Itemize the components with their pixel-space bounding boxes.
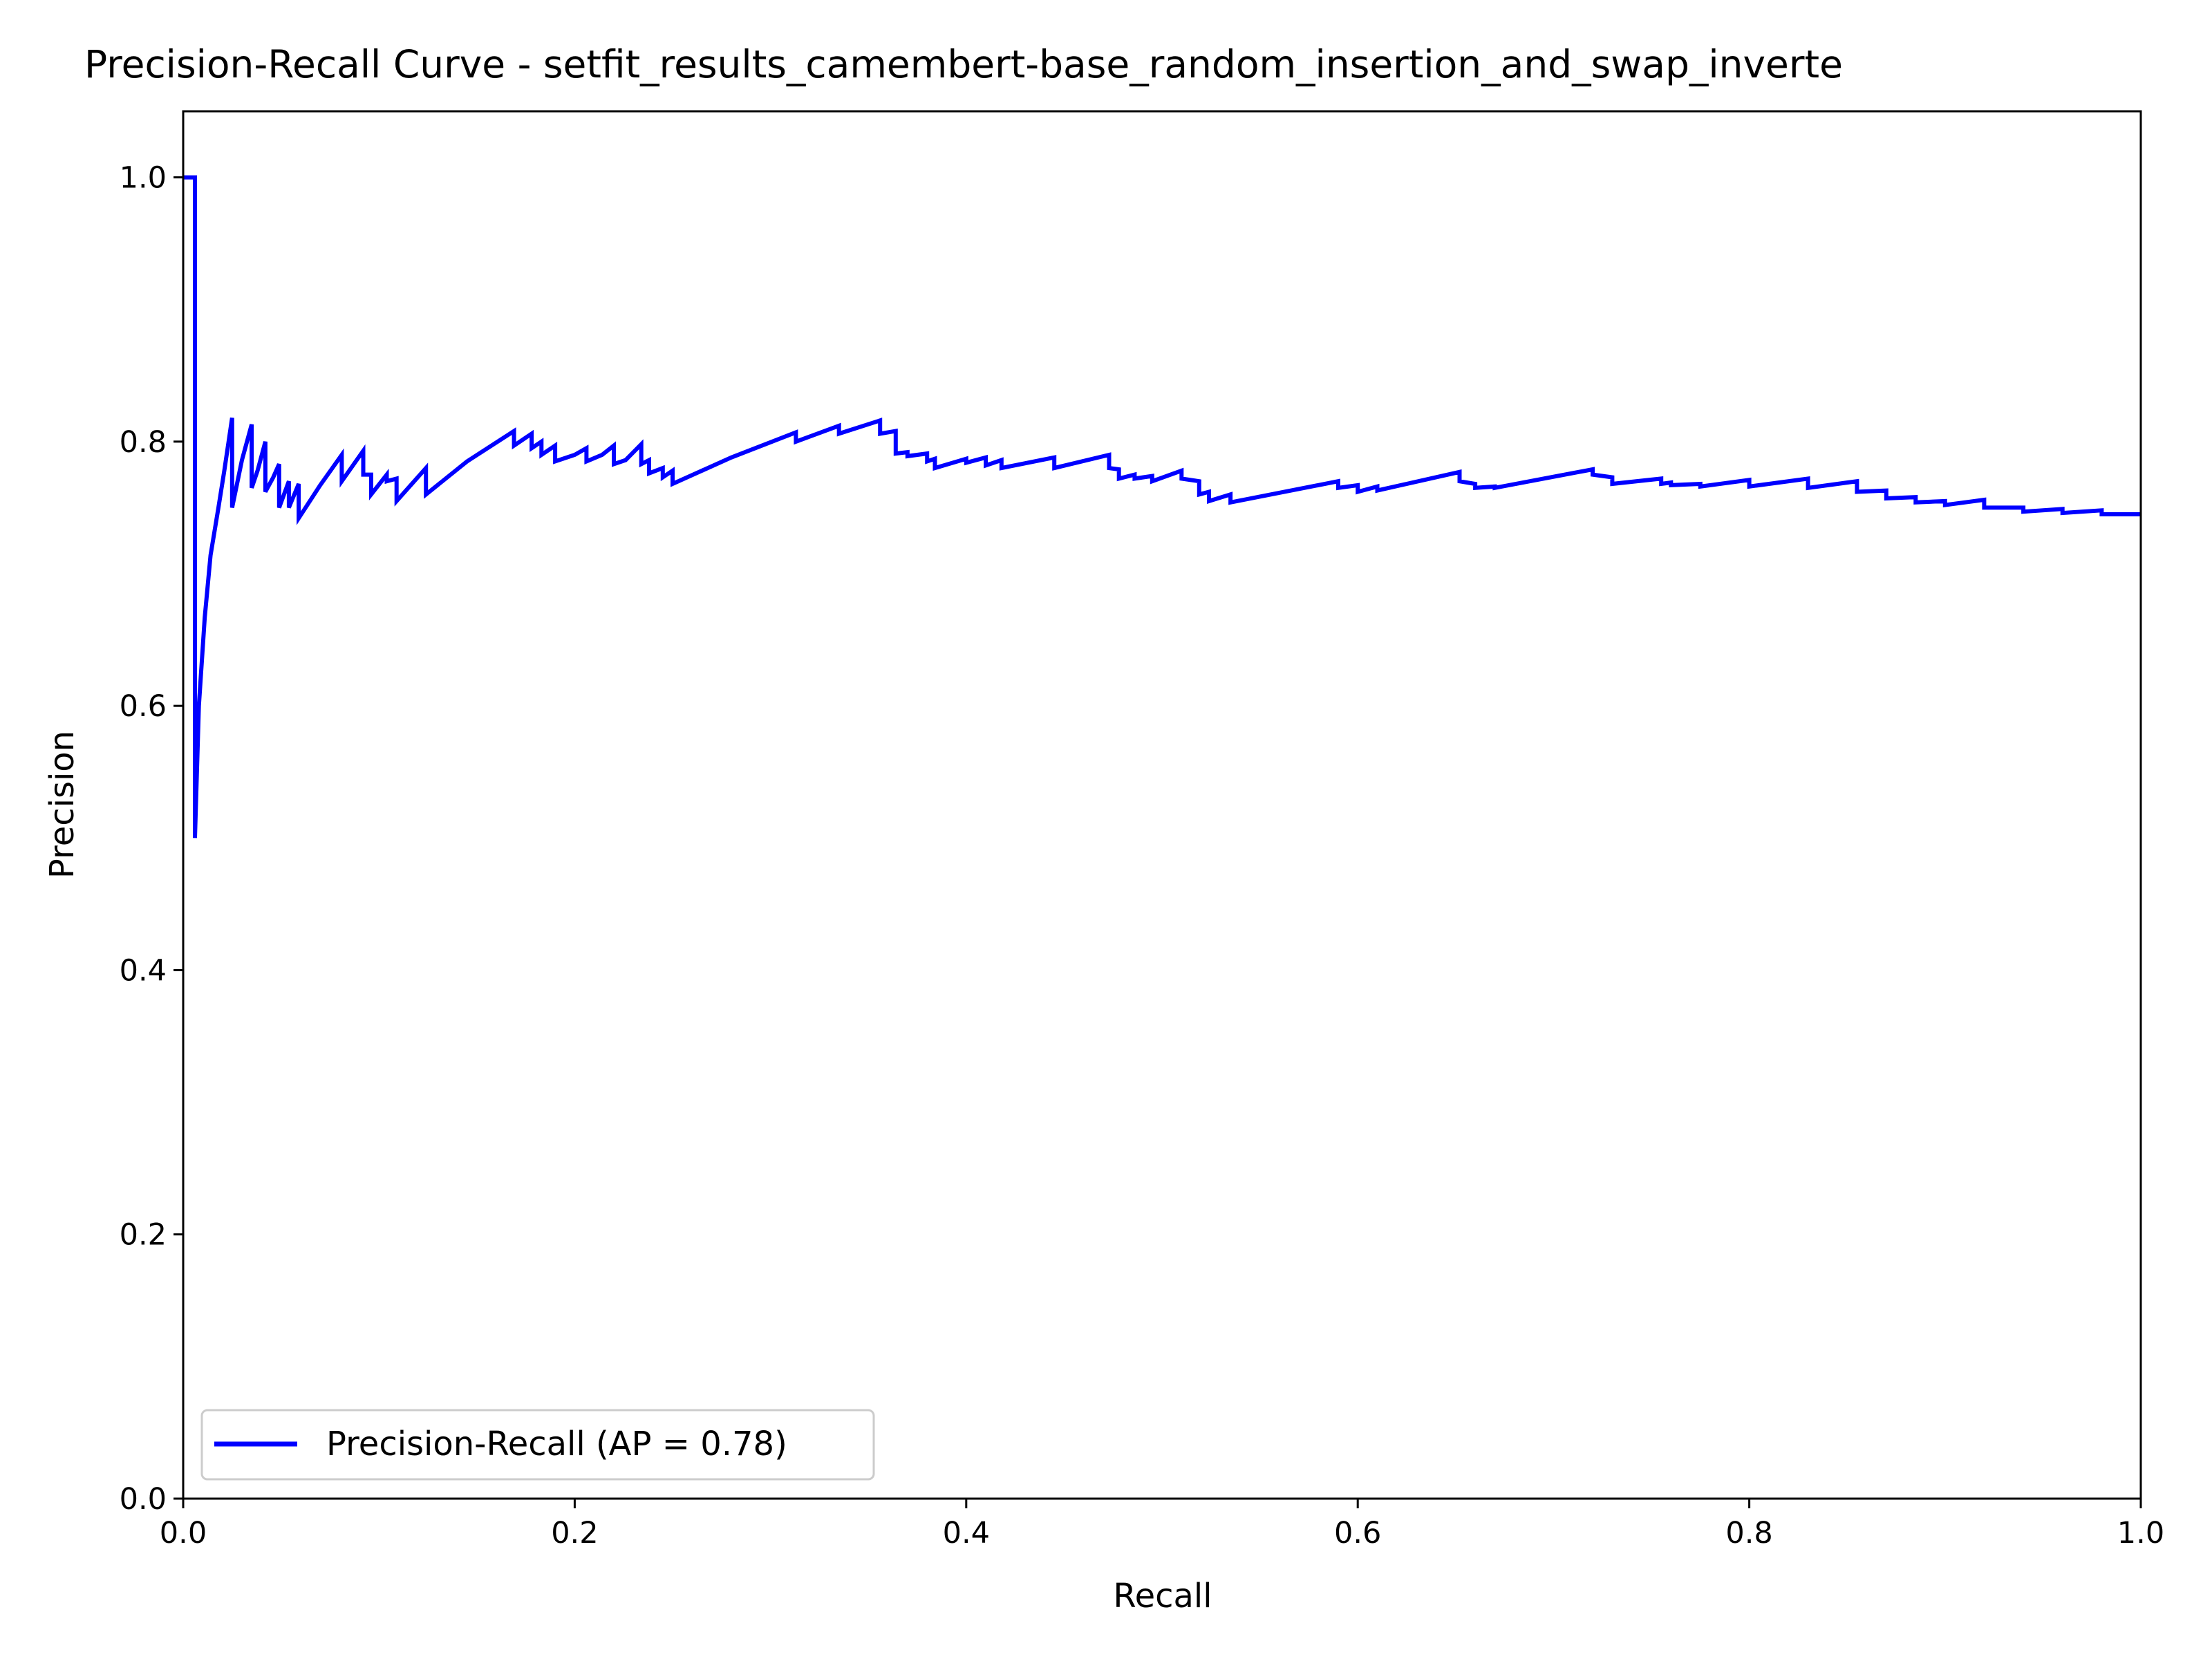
x-tick-label: 0.6 — [1334, 1516, 1381, 1550]
x-tick-label: 1.0 — [2117, 1516, 2164, 1550]
x-tick-label: 0.0 — [160, 1516, 207, 1550]
legend: Precision-Recall (AP = 0.78) — [200, 1409, 875, 1481]
x-tick-label: 0.8 — [1725, 1516, 1772, 1550]
x-tick-label: 0.2 — [551, 1516, 598, 1550]
x-axis-label: Recall — [1113, 1577, 1212, 1615]
plot-area — [183, 175, 2141, 838]
y-axis-label: Precision — [43, 731, 82, 879]
x-axis: 0.0 0.2 0.4 0.6 0.8 1.0 — [160, 1499, 2164, 1550]
y-axis: 0.0 0.2 0.4 0.6 0.8 1.0 — [120, 161, 183, 1517]
y-tick-label: 0.0 — [120, 1482, 167, 1517]
x-tick-label: 0.4 — [943, 1516, 990, 1550]
legend-label: Precision-Recall (AP = 0.78) — [326, 1425, 787, 1463]
y-tick-label: 0.8 — [120, 425, 167, 460]
y-tick-label: 1.0 — [120, 161, 167, 196]
series-line-0 — [183, 175, 2141, 838]
y-tick-label: 0.6 — [120, 689, 167, 724]
legend-box — [200, 1409, 875, 1481]
chart-title: Precision-Recall Curve - setfit_results_… — [84, 42, 1843, 86]
y-tick-label: 0.4 — [120, 953, 167, 988]
plot-frame — [182, 110, 2142, 1500]
y-tick-label: 0.2 — [120, 1218, 167, 1253]
